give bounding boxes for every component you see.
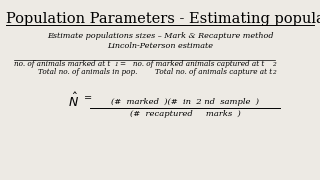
- Text: Total no. of animals capture at t: Total no. of animals capture at t: [155, 68, 272, 76]
- Text: 2: 2: [272, 70, 276, 75]
- Text: $\hat{N}$: $\hat{N}$: [68, 92, 79, 110]
- Text: no. of animals marked at t: no. of animals marked at t: [14, 60, 110, 68]
- Text: (#  marked  )(#  in  2 nd  sample  ): (# marked )(# in 2 nd sample ): [111, 98, 259, 106]
- Text: =: =: [84, 94, 92, 103]
- Text: (#  recaptured     marks  ): (# recaptured marks ): [130, 110, 240, 118]
- Text: 2: 2: [272, 62, 276, 67]
- Text: 1: 1: [115, 62, 119, 67]
- Text: Population Parameters - Estimating populations sizes: Population Parameters - Estimating popul…: [6, 12, 320, 26]
- Text: =   no. of marked animals captured at t: = no. of marked animals captured at t: [120, 60, 264, 68]
- Text: Total no. of animals in pop.: Total no. of animals in pop.: [38, 68, 137, 76]
- Text: Estimate populations sizes – Mark & Recapture method: Estimate populations sizes – Mark & Reca…: [47, 32, 273, 40]
- Text: Lincoln-Peterson estimate: Lincoln-Peterson estimate: [107, 42, 213, 50]
